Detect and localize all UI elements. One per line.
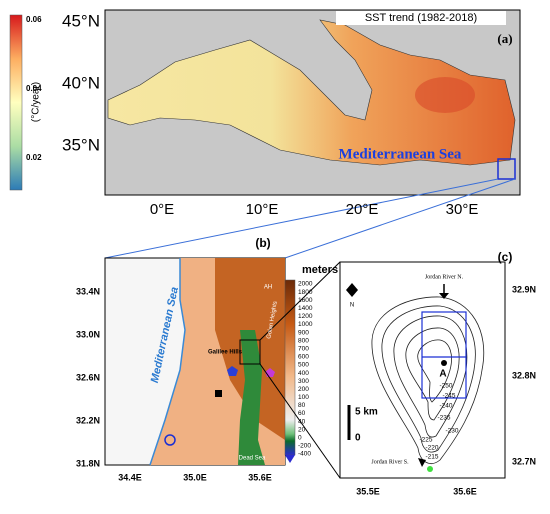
- contour-label: -240: [439, 403, 452, 410]
- colorbar-tick: 500: [298, 362, 309, 369]
- place-label: AH: [264, 285, 272, 291]
- contour-label: -245: [442, 393, 455, 400]
- lon-label: 20°E: [346, 201, 379, 218]
- contour-label: -250: [439, 383, 452, 390]
- contour-label: -235: [437, 415, 450, 422]
- contour-label: -225: [419, 437, 432, 444]
- title-box: [336, 11, 506, 25]
- colorbar: [284, 279, 296, 456]
- colorbar-tick: 0.04: [26, 84, 42, 93]
- lat-label: 31.8N: [76, 458, 100, 468]
- connector: [284, 178, 516, 259]
- lon-label: 35.0E: [183, 472, 207, 482]
- lon-label: 35.5E: [356, 486, 380, 496]
- colorbar: [9, 14, 23, 191]
- sea-name: Mediterranean Sea: [339, 146, 462, 162]
- panel-label: (c): [498, 250, 513, 264]
- colorbar-tick: 800: [298, 337, 309, 344]
- scale-label: 0: [355, 433, 361, 444]
- lat-label: 33.4N: [76, 286, 100, 296]
- lat-label: 33.0N: [76, 329, 100, 339]
- lat-label: 32.2N: [76, 415, 100, 425]
- colorbar-tick: 1600: [298, 297, 313, 304]
- colorbar-tick: 0.02: [26, 153, 42, 162]
- colorbar-tick: 80: [298, 402, 306, 409]
- colorbar-tick: 0.06: [26, 15, 42, 24]
- colorbar-tick: -200: [298, 443, 311, 450]
- arrow-head: [418, 458, 426, 467]
- sea-area: [107, 19, 516, 166]
- site: [427, 466, 433, 472]
- contours: [371, 296, 485, 464]
- study-box: [497, 158, 516, 180]
- colorbar-tick: 600: [298, 354, 309, 361]
- colorbar-tick: 700: [298, 345, 309, 352]
- lon-label: 35.6E: [248, 472, 272, 482]
- lat-label: 45°N: [62, 11, 100, 30]
- colorbar-tick: 100: [298, 394, 309, 401]
- lon-label: 35.6E: [453, 486, 477, 496]
- panel-label: (b): [255, 236, 270, 250]
- connector: [259, 261, 341, 341]
- scale-label: 5 km: [355, 407, 378, 418]
- contour-label: -230: [445, 428, 458, 435]
- map-title: SST trend (1982-2018): [365, 12, 477, 24]
- site: [227, 366, 238, 376]
- contour-label: -215: [425, 454, 438, 461]
- colorbar-tick: 60: [298, 410, 306, 417]
- warm-patch: [415, 77, 475, 113]
- place-label: Galilee Hills: [208, 350, 243, 356]
- panel-label: (a): [497, 31, 512, 46]
- lat-label: 32.9N: [512, 284, 536, 294]
- lon-label: 10°E: [246, 201, 279, 218]
- colorbar-tick: -400: [298, 451, 311, 458]
- colorbar-end: [285, 455, 295, 463]
- site: [164, 434, 176, 446]
- lon-label: 0°E: [150, 201, 174, 218]
- station: [441, 360, 447, 366]
- lat-label: 32.6N: [76, 372, 100, 382]
- lat-label: 32.8N: [512, 370, 536, 380]
- north-label: N: [350, 303, 354, 309]
- connector: [104, 178, 499, 259]
- river-label: Jordan River N.: [425, 274, 464, 280]
- coastline: [149, 258, 186, 466]
- lat-label: 35°N: [62, 135, 100, 154]
- arrow-head: [439, 293, 449, 299]
- colorbar-tick: 40: [298, 418, 306, 425]
- lat-label: 32.7N: [512, 456, 536, 466]
- lake-box: [239, 339, 261, 365]
- lon-label: 34.4E: [118, 472, 142, 482]
- colorbar-tick: 200: [298, 386, 309, 393]
- colorbar-tick: 1200: [298, 313, 313, 320]
- sub-box: [421, 311, 467, 399]
- colorbar-unit: meters: [302, 264, 338, 276]
- colorbar-tick: 900: [298, 329, 309, 336]
- north-arrow: [346, 283, 358, 297]
- lat-label: 40°N: [62, 73, 100, 92]
- contour-label: -220: [425, 445, 438, 452]
- colorbar-unit: (°C/year): [31, 82, 42, 122]
- place-label: Dead Sea: [239, 456, 266, 462]
- colorbar-tick: 1800: [298, 289, 313, 296]
- colorbar-tick: 1400: [298, 305, 313, 312]
- station-label: A: [439, 369, 446, 380]
- colorbar-tick: 1000: [298, 321, 313, 328]
- colorbar-tick: 20: [298, 426, 306, 433]
- colorbar-tick: 0: [298, 435, 302, 442]
- river-label: Jordan River S.: [371, 459, 409, 465]
- colorbar-tick: 2000: [298, 281, 313, 288]
- lon-label: 30°E: [446, 201, 479, 218]
- connector: [259, 363, 341, 479]
- colorbar-tick: 400: [298, 370, 309, 377]
- colorbar-tick: 300: [298, 378, 309, 385]
- site: [215, 390, 222, 397]
